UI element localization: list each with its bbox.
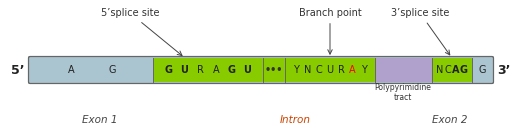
Text: C: C [444, 65, 451, 75]
Bar [263, 58, 285, 82]
Bar [285, 58, 375, 82]
Text: 5’splice site: 5’splice site [100, 8, 182, 56]
Bar [375, 58, 432, 82]
Bar [30, 58, 153, 82]
Text: A: A [68, 65, 74, 75]
Text: A: A [349, 65, 356, 75]
Text: G: G [165, 65, 172, 75]
Text: G: G [108, 65, 116, 75]
Text: U: U [326, 65, 334, 75]
Text: C: C [315, 65, 322, 75]
Text: U: U [243, 65, 251, 75]
Text: Y: Y [293, 65, 299, 75]
Text: G: G [460, 65, 468, 75]
Text: G: G [478, 65, 486, 75]
Text: Intron: Intron [280, 115, 310, 125]
Bar [153, 58, 263, 82]
Text: G: G [227, 65, 236, 75]
Text: 3’: 3’ [497, 63, 511, 76]
Text: •••: ••• [265, 65, 283, 75]
Text: A: A [212, 65, 219, 75]
Text: N: N [304, 65, 311, 75]
Text: R: R [197, 65, 204, 75]
Text: U: U [180, 65, 189, 75]
Text: Polypyrimidine
tract: Polypyrimidine tract [375, 83, 431, 102]
Text: Exon 2: Exon 2 [432, 115, 468, 125]
Text: Y: Y [361, 65, 367, 75]
Text: A: A [452, 65, 460, 75]
Bar [472, 58, 492, 82]
Text: 5’: 5’ [11, 63, 25, 76]
Bar [432, 58, 472, 82]
Text: Exon 1: Exon 1 [82, 115, 118, 125]
FancyBboxPatch shape [28, 57, 494, 83]
Text: 3’splice site: 3’splice site [391, 8, 450, 55]
Text: Branch point: Branch point [298, 8, 362, 54]
Text: R: R [338, 65, 344, 75]
Text: N: N [436, 65, 444, 75]
